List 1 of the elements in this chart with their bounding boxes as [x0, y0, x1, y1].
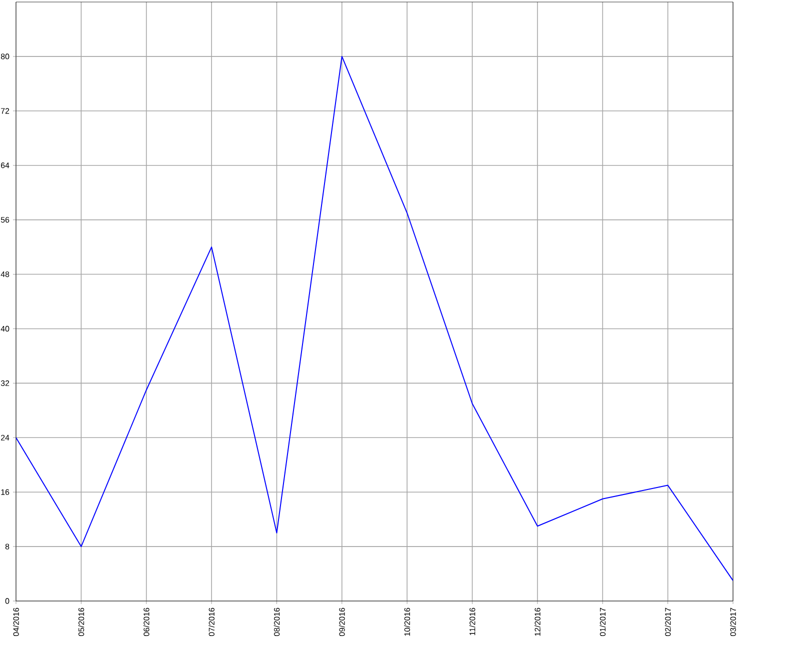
line-series — [16, 56, 734, 582]
